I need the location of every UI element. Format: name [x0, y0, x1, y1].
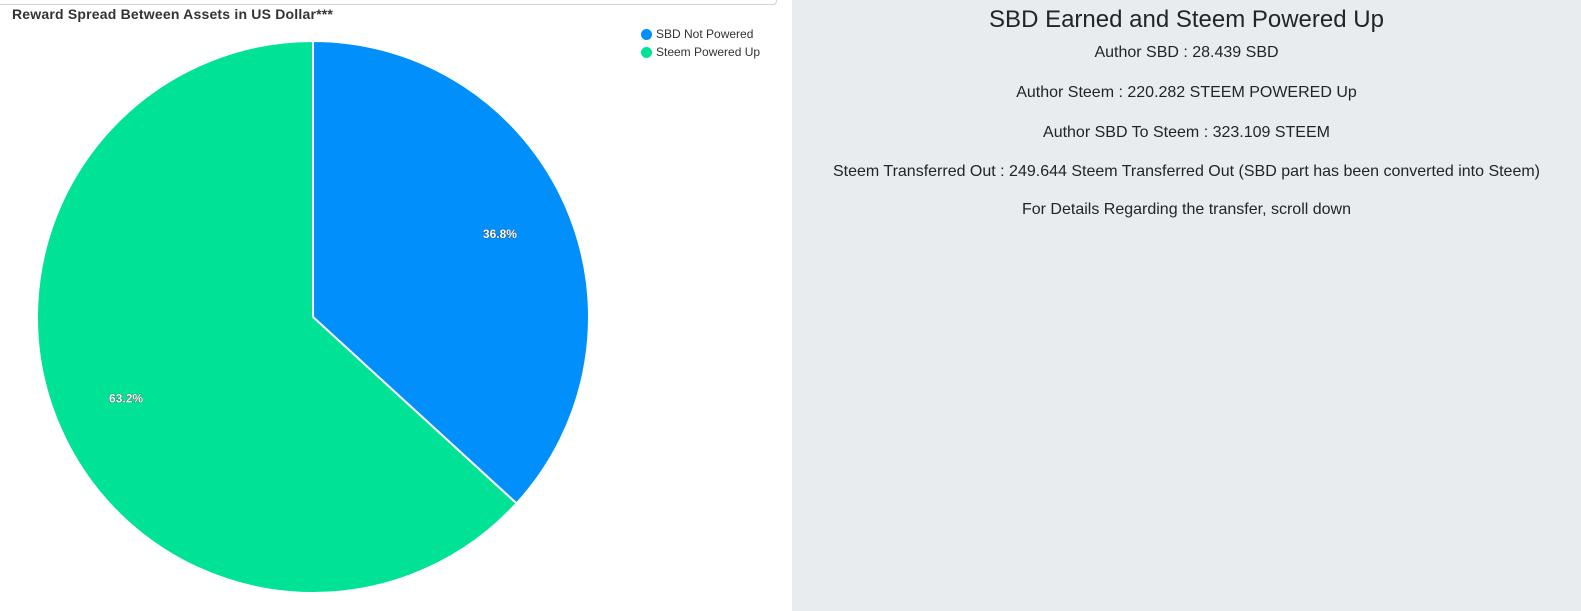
stats-heading: SBD Earned and Steem Powered Up: [989, 6, 1384, 33]
chart-title: Reward Spread Between Assets in US Dolla…: [12, 6, 334, 22]
stat-sbd-to-steem: Author SBD To Steem : 323.109 STEEM: [1043, 124, 1330, 141]
legend-item-steem-powered-up[interactable]: Steem Powered Up: [641, 43, 760, 61]
panel-divider: [0, 0, 777, 5]
stat-author-sbd: Author SBD : 28.439 SBD: [1094, 44, 1279, 61]
pie-chart: 36.8% 63.2%: [36, 39, 590, 594]
legend-marker-icon: [641, 28, 652, 40]
stat-steem-transferred-out: Steem Transferred Out : 249.644 Steem Tr…: [832, 163, 1541, 180]
chart-panel: Reward Spread Between Assets in US Dolla…: [0, 0, 777, 594]
legend-label: SBD Not Powered: [656, 27, 754, 41]
pie-data-label: 63.2%: [109, 391, 143, 405]
stat-author-steem: Author Steem : 220.282 STEEM POWERED Up: [1016, 84, 1357, 101]
chart-legend: SBD Not Powered Steem Powered Up: [641, 25, 760, 61]
pie-slice-sbd-not-powered[interactable]: [312, 39, 590, 505]
legend-label: Steem Powered Up: [656, 45, 761, 59]
pie-data-label: 36.8%: [483, 227, 517, 241]
stats-panel: SBD Earned and Steem Powered Up Author S…: [792, 0, 1581, 611]
legend-marker-icon: [641, 46, 652, 58]
stat-transfer-details-note: For Details Regarding the transfer, scro…: [1021, 201, 1352, 218]
pie-slice-steem-powered-up[interactable]: [36, 39, 518, 594]
legend-item-sbd-not-powered[interactable]: SBD Not Powered: [641, 25, 760, 43]
